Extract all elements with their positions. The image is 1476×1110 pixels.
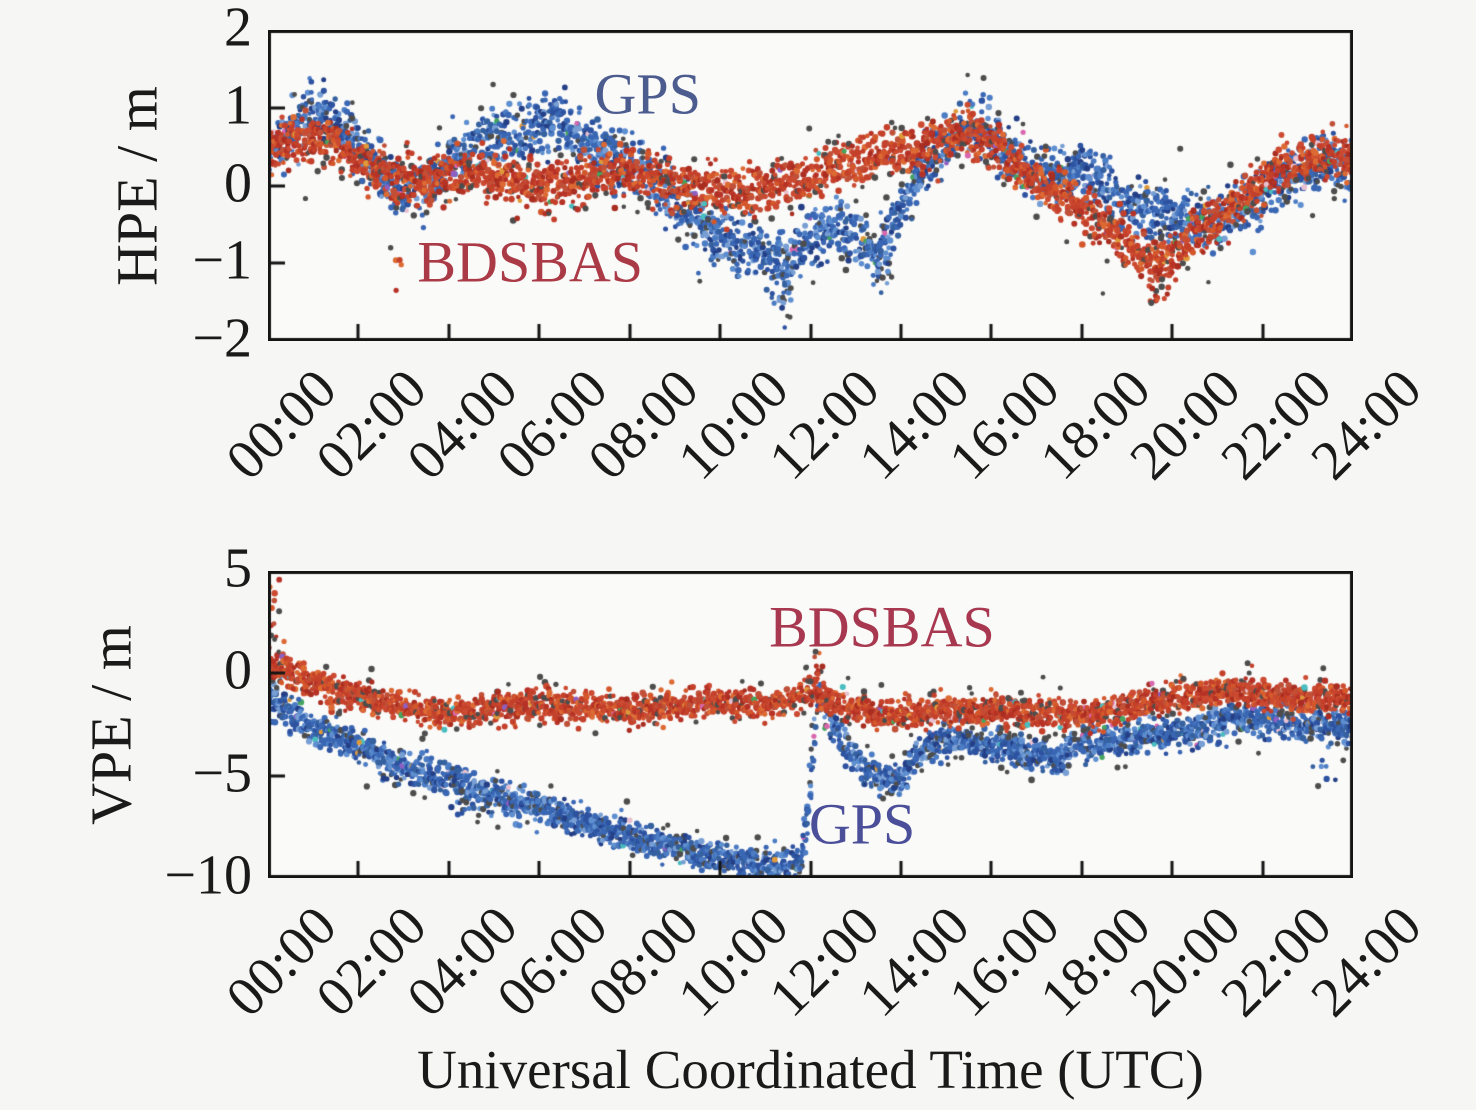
hpe-y-tick-label: 0: [224, 151, 252, 214]
vpe-y-tick-label: −5: [192, 742, 252, 805]
vpe-y-tick-label: 0: [224, 639, 252, 702]
hpe-y-tick-label: −2: [192, 307, 252, 370]
x-axis-title: Universal Coordinated Time (UTC): [417, 1039, 1204, 1100]
hpe-bdsbas-series-label: BDSBAS: [417, 229, 644, 295]
hpe-gps-series-label: GPS: [594, 61, 701, 127]
hpe-y-tick-label: −1: [192, 229, 252, 292]
vpe-y-tick-label: −10: [164, 844, 252, 907]
vpe-gps-series-label: GPS: [808, 791, 916, 857]
hpe-plot: [268, 30, 1353, 341]
vpe-scatter-canvas: [268, 571, 1353, 878]
hpe-y-tick-label: 1: [224, 74, 252, 137]
vpe-y-tick-label: 5: [224, 537, 252, 600]
vpe-bdsbas-series-label: BDSBAS: [769, 594, 995, 660]
hpe-y-tick-label: 2: [224, 0, 252, 59]
vpe-plot: [268, 571, 1353, 878]
hpe-scatter-canvas: [268, 30, 1353, 341]
